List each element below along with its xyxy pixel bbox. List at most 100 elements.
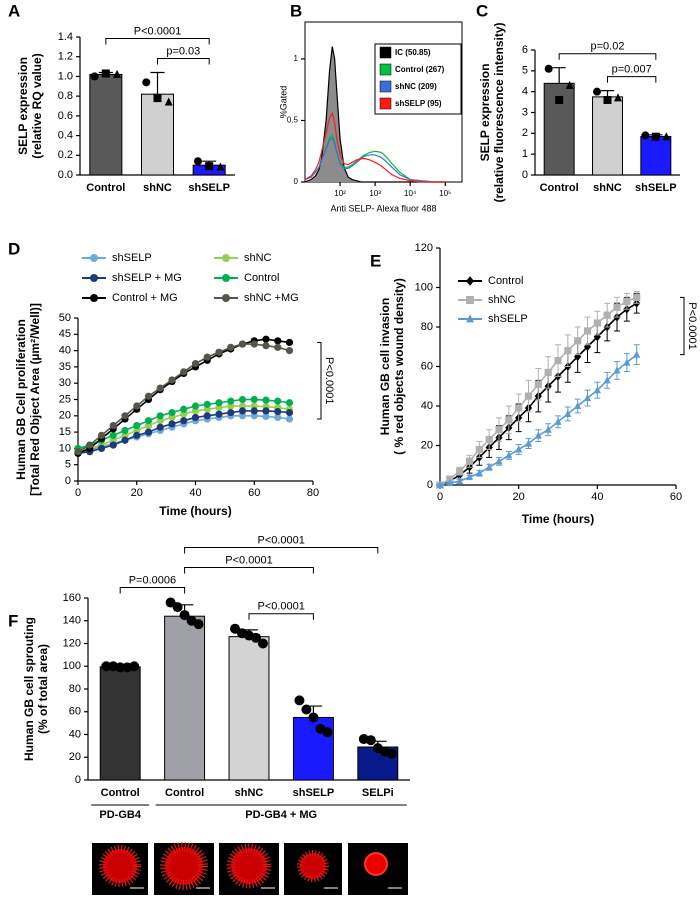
x-tick-label: 40 — [591, 491, 603, 503]
data-point — [215, 399, 223, 407]
y-tick-label: 0.0 — [58, 169, 73, 181]
data-point — [133, 421, 141, 430]
legend-marker — [466, 296, 474, 304]
x-tick-label: shSELP — [188, 182, 230, 194]
legend-marker — [90, 274, 98, 282]
data-point — [593, 87, 602, 96]
legend-label: Control + MG — [112, 292, 178, 304]
significance-bracket — [184, 567, 314, 574]
group-label: PD-GB4 + MG — [245, 809, 317, 821]
legend-swatch — [379, 80, 392, 93]
data-point — [495, 457, 503, 465]
data-point — [121, 436, 129, 444]
data-point — [215, 348, 223, 356]
data-point — [180, 405, 188, 413]
y-tick-label: 100 — [415, 281, 433, 293]
data-point — [193, 157, 202, 166]
data-point — [365, 735, 376, 746]
data-point — [285, 408, 294, 417]
bar — [99, 666, 141, 781]
x-tick-label: SELPi — [362, 787, 394, 799]
y-tick-label: 4 — [522, 86, 528, 98]
y-tick-label: 40 — [59, 345, 71, 357]
significance-label: P=0.0006 — [129, 574, 176, 586]
y-tick-label: 0.6 — [58, 110, 73, 122]
data-point — [144, 417, 153, 425]
data-point — [144, 392, 153, 400]
spheroid — [226, 843, 272, 889]
y-tick-label: 80 — [421, 321, 433, 333]
significance-label: p=0.03 — [166, 45, 200, 57]
data-point — [322, 727, 333, 738]
data-point — [555, 96, 564, 104]
data-point — [633, 350, 641, 358]
significance-bracket — [558, 53, 657, 60]
legend-marker — [90, 294, 98, 302]
legend-label: shNC — [488, 294, 516, 306]
y-axis-label: (relative RQ value) — [30, 53, 44, 158]
data-point — [651, 132, 660, 141]
significance-label: P<0.0001 — [134, 25, 181, 37]
data-point — [662, 132, 671, 141]
bar — [228, 636, 270, 781]
legend-swatch — [379, 97, 392, 110]
data-point — [168, 376, 176, 384]
data-point — [121, 426, 129, 435]
legend-marker — [222, 254, 230, 262]
data-point — [623, 358, 631, 366]
data-point — [301, 704, 312, 715]
data-point — [142, 78, 151, 87]
data-point — [168, 420, 176, 428]
y-tick-label: 45 — [59, 328, 71, 340]
error-bar — [150, 71, 165, 95]
data-point — [485, 435, 493, 444]
y-axis-label: Human GB cell sprouting — [22, 617, 36, 761]
data-point — [515, 445, 523, 453]
data-point — [274, 397, 282, 405]
data-point — [274, 407, 282, 416]
bar — [89, 73, 123, 176]
data-point — [203, 400, 211, 408]
x-tick-label: 80 — [307, 487, 319, 499]
data-point — [534, 380, 542, 388]
data-point — [524, 439, 533, 447]
x-axis-label: Anti SELP- Alexa fluor 488 — [330, 203, 436, 213]
data-point — [465, 457, 474, 465]
data-point — [574, 337, 582, 345]
error-bar — [552, 67, 566, 84]
legend-label: shNC (209) — [395, 82, 437, 91]
data-point — [386, 748, 397, 759]
x-tick-label: 40 — [189, 487, 201, 499]
data-point — [565, 80, 574, 89]
y-tick-label: 25 — [59, 393, 71, 405]
data-point — [215, 410, 223, 418]
y-tick-label: 60 — [69, 706, 81, 718]
spheroid — [364, 852, 388, 876]
data-point — [156, 423, 164, 431]
data-point — [583, 393, 592, 402]
significance-label: P<0.0001 — [257, 601, 304, 613]
y-tick-label: 20 — [421, 439, 433, 451]
data-point — [294, 695, 305, 706]
data-point — [101, 69, 110, 78]
data-point — [456, 467, 464, 475]
data-point — [623, 297, 631, 305]
data-point — [544, 64, 553, 73]
data-point — [191, 413, 200, 422]
x-tick-label: 10⁵ — [439, 189, 451, 198]
y-tick-label: 35 — [59, 361, 71, 373]
spheroid — [99, 845, 141, 887]
data-point — [603, 96, 612, 104]
y-tick-label: 100 — [63, 660, 81, 672]
data-point — [475, 469, 483, 477]
data-point — [133, 431, 141, 439]
panel-label: F — [8, 611, 18, 630]
y-axis-label: SELP expression — [16, 57, 30, 155]
data-point — [227, 397, 235, 405]
data-point — [172, 602, 183, 613]
significance-bracket — [317, 341, 322, 420]
x-tick-label: shSELP — [293, 787, 335, 799]
legend-label: IC (50.85) — [395, 48, 431, 57]
y-tick-label: 160 — [63, 592, 81, 604]
